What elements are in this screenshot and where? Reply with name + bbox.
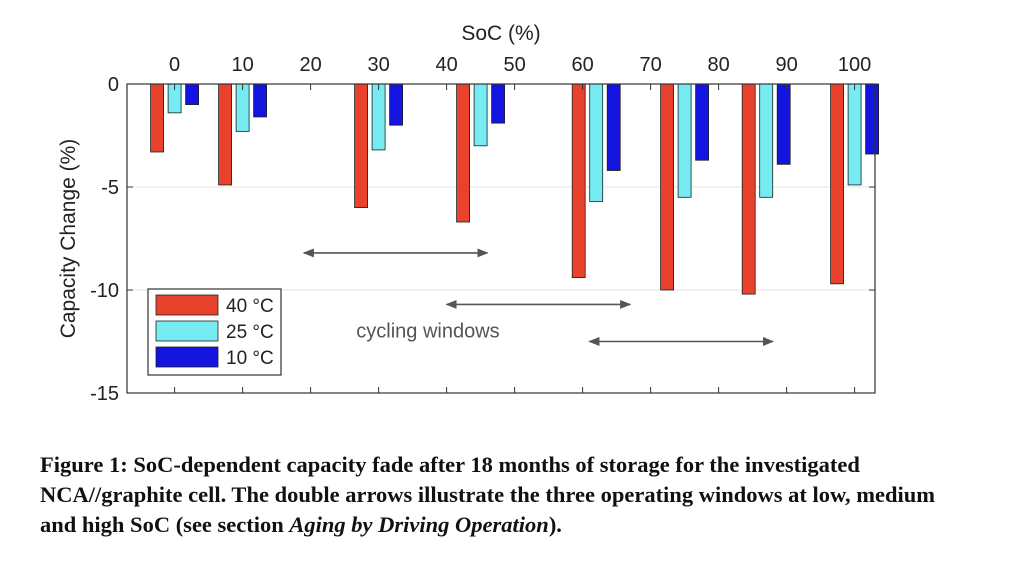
legend-label: 25 °C [226,322,274,343]
x-tick-label: 90 [775,54,797,76]
y-tick-label: -15 [90,383,119,405]
bar [571,83,586,279]
bar [776,83,791,165]
bar [389,83,404,126]
x-tick-label: 30 [367,54,389,76]
bar [371,83,386,151]
bar [150,83,165,153]
y-tick-label: -10 [90,280,119,302]
chart: 0 10 20 30 40 50 60 70 80 90 100 0 -5 -10 -15 SoC (%) Ca… [57,22,879,405]
bar [473,83,488,147]
bar [695,83,709,161]
caption-label: Figure 1: [40,452,128,477]
bar [235,83,250,132]
bar [354,83,369,208]
y-tick-label: -5 [101,177,119,199]
x-axis-label: SoC (%) [461,22,540,45]
bar [759,83,774,198]
bar [865,83,879,155]
annotation-text: cycling windows [356,320,499,342]
x-tick-label: 20 [299,54,321,76]
bar [830,83,844,285]
bar [491,83,506,124]
axes-frame [126,83,876,394]
bar [741,83,756,295]
x-tick-label: 50 [503,54,525,76]
x-tick-label: 70 [639,54,661,76]
bar [660,83,674,291]
legend-label: 40 °C [226,296,274,317]
x-tick-label: 10 [231,54,253,76]
x-tick-label: 0 [169,54,180,76]
figure-caption: Figure 1: SoC-dependent capacity fade af… [40,450,940,540]
caption-section: Aging by Driving Operation [289,512,549,537]
caption-end: ). [548,512,562,537]
bar [847,83,862,186]
x-tick-label: 60 [571,54,593,76]
legend-swatch [155,346,219,368]
legend-swatch [155,294,219,316]
bar [677,83,692,198]
bar [185,83,200,106]
bar [456,83,471,223]
bar [253,83,268,118]
y-tick-label: 0 [108,74,119,96]
legend-label: 10 °C [226,348,274,369]
y-axis-label: Capacity Change (%) [57,139,80,339]
x-tick-label: 80 [707,54,729,76]
x-tick-label: 100 [838,54,871,76]
x-tick-label: 40 [435,54,457,76]
legend-swatch [155,320,219,342]
bar [589,83,604,202]
bar [606,83,621,171]
bar [218,83,233,186]
caption-text: SoC-dependent capacity fade after 18 mon… [40,452,935,537]
